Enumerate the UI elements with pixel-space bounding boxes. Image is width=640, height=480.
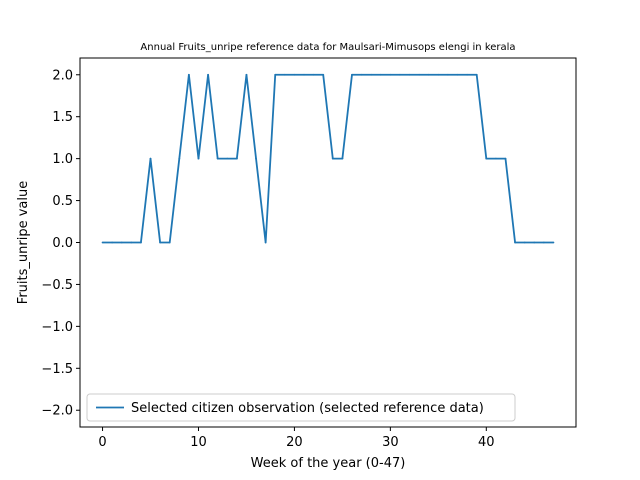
legend-box — [86, 393, 516, 422]
chart-title: Annual Fruits_unripe reference data for … — [140, 42, 515, 53]
data-point — [140, 241, 142, 244]
y-tick-label: 0.0 — [52, 236, 73, 251]
data-point — [447, 73, 449, 76]
data-point — [264, 241, 267, 244]
x-tick-label: 30 — [382, 435, 399, 450]
data-point — [360, 73, 363, 76]
data-point — [456, 73, 459, 76]
data-point — [255, 157, 257, 160]
data-point — [466, 73, 469, 76]
x-tick-label: 20 — [286, 435, 303, 450]
y-tick-label: −1.5 — [41, 362, 73, 377]
data-point — [379, 73, 382, 76]
data-point — [341, 157, 344, 160]
plot-frame — [79, 57, 577, 428]
data-point — [159, 241, 162, 244]
legend: Selected citizen observation (selected r… — [86, 393, 516, 422]
series-line — [102, 73, 554, 244]
data-point — [226, 157, 229, 160]
data-point — [168, 241, 171, 244]
data-point — [303, 73, 305, 76]
data-point — [149, 157, 152, 160]
data-point — [494, 157, 497, 160]
y-tick-label: 1.0 — [52, 152, 73, 167]
x-tick-label: 40 — [478, 435, 495, 450]
data-point — [475, 73, 478, 76]
data-point — [533, 241, 536, 244]
data-point — [120, 241, 123, 244]
data-point — [418, 73, 421, 76]
data-point — [235, 157, 238, 160]
x-tick-label: 0 — [98, 435, 106, 450]
data-point — [552, 241, 555, 244]
y-tick-label: −0.5 — [41, 278, 73, 293]
y-tick-label: −1.0 — [41, 320, 73, 335]
y-tick-label: 0.5 — [52, 194, 73, 209]
data-point — [351, 73, 353, 76]
data-point — [101, 241, 104, 244]
data-point — [523, 241, 526, 244]
data-point — [437, 73, 440, 76]
x-tick-label: 10 — [190, 435, 207, 450]
data-point — [514, 241, 516, 244]
x-axis-label: Week of the year (0-47) — [251, 456, 406, 471]
data-point — [408, 73, 411, 76]
y-tick-label: 1.5 — [52, 110, 73, 125]
data-point — [399, 73, 401, 76]
data-point — [111, 241, 114, 244]
data-point — [293, 73, 296, 76]
data-point — [427, 73, 430, 76]
y-tick-label: 2.0 — [52, 68, 73, 83]
data-point — [207, 73, 209, 76]
data-point — [283, 73, 286, 76]
data-point — [542, 241, 545, 244]
y-tick-label: −2.0 — [41, 404, 73, 419]
data-point — [197, 157, 200, 160]
y-axis-label: Fruits_unripe value — [16, 181, 31, 304]
data-point — [312, 73, 315, 76]
data-point — [245, 73, 248, 76]
data-point — [130, 241, 133, 244]
data-point — [178, 157, 181, 160]
data-point — [504, 157, 507, 160]
data-point — [331, 157, 334, 160]
data-point — [485, 157, 488, 160]
data-point — [370, 73, 373, 76]
data-point — [389, 73, 392, 76]
data-point — [187, 73, 190, 76]
data-point — [322, 73, 325, 76]
legend-label: Selected citizen observation (selected r… — [131, 401, 484, 416]
data-point — [274, 73, 277, 76]
data-point — [216, 157, 219, 160]
